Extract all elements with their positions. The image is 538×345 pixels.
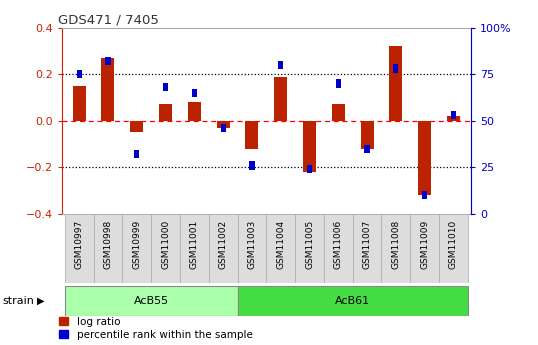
Bar <box>360 121 373 149</box>
Text: AcB61: AcB61 <box>335 296 370 306</box>
Bar <box>393 65 399 73</box>
Text: GSM11000: GSM11000 <box>161 219 170 269</box>
Bar <box>324 214 353 283</box>
Text: GSM11008: GSM11008 <box>391 219 400 269</box>
Text: GSM10997: GSM10997 <box>75 219 83 269</box>
Bar <box>390 46 402 121</box>
Bar <box>439 214 468 283</box>
Bar <box>151 214 180 283</box>
Bar <box>447 116 460 121</box>
Bar <box>94 214 122 283</box>
Bar <box>422 191 427 199</box>
Bar <box>307 165 312 174</box>
Bar <box>76 70 82 78</box>
Text: GSM11002: GSM11002 <box>218 219 228 268</box>
Bar <box>130 121 143 132</box>
Bar <box>65 286 237 316</box>
Bar <box>180 214 209 283</box>
Bar <box>274 77 287 121</box>
Text: GSM11003: GSM11003 <box>247 219 257 269</box>
Bar <box>332 105 345 121</box>
Bar <box>381 214 410 283</box>
Text: GSM11009: GSM11009 <box>420 219 429 269</box>
Bar <box>336 79 341 88</box>
Bar <box>295 214 324 283</box>
Text: strain: strain <box>3 296 34 306</box>
Bar <box>237 286 468 316</box>
Text: ▶: ▶ <box>37 296 44 306</box>
Bar <box>451 111 456 119</box>
Bar <box>278 61 284 69</box>
Bar <box>73 86 86 121</box>
Legend: log ratio, percentile rank within the sample: log ratio, percentile rank within the sa… <box>59 317 253 340</box>
Bar <box>122 214 151 283</box>
Text: GSM11006: GSM11006 <box>334 219 343 269</box>
Bar <box>353 214 381 283</box>
Bar <box>159 105 172 121</box>
Text: GSM11007: GSM11007 <box>363 219 372 269</box>
Bar <box>102 58 115 121</box>
Text: GDS471 / 7405: GDS471 / 7405 <box>58 13 159 27</box>
Bar <box>266 214 295 283</box>
Bar <box>188 102 201 121</box>
Bar <box>221 124 226 132</box>
Text: AcB55: AcB55 <box>133 296 169 306</box>
Bar <box>245 121 258 149</box>
Text: GSM11005: GSM11005 <box>305 219 314 269</box>
Bar <box>303 121 316 172</box>
Bar <box>192 89 197 97</box>
Bar <box>163 83 168 91</box>
Bar <box>365 145 370 153</box>
Bar <box>249 161 254 170</box>
Bar <box>410 214 439 283</box>
Bar <box>237 214 266 283</box>
Text: GSM11004: GSM11004 <box>276 219 285 268</box>
Text: GSM10998: GSM10998 <box>103 219 112 269</box>
Bar <box>105 57 110 65</box>
Bar <box>418 121 431 195</box>
Bar <box>134 150 139 158</box>
Text: GSM10999: GSM10999 <box>132 219 141 269</box>
Bar <box>65 214 94 283</box>
Text: GSM11010: GSM11010 <box>449 219 458 269</box>
Bar <box>217 121 230 128</box>
Text: GSM11001: GSM11001 <box>190 219 199 269</box>
Bar <box>209 214 237 283</box>
